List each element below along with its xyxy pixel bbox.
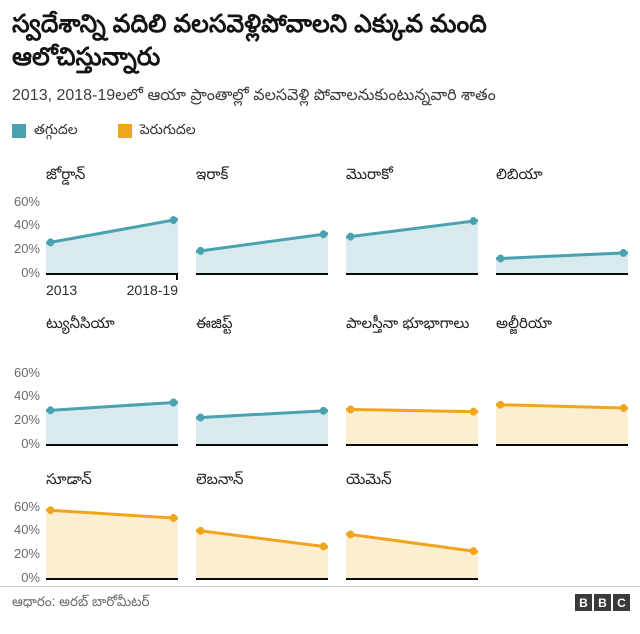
y-axis-tick: 40%: [13, 388, 40, 404]
trend-line-chart: [346, 405, 478, 445]
country-chart-cell: అల్జీరియా: [496, 314, 628, 447]
bbc-logo-block: B: [594, 594, 611, 612]
country-chart-cell: పాలస్తీనా భూభాగాలు: [346, 314, 478, 447]
y-axis-tick: 20%: [13, 241, 40, 257]
y-axis-tick: 60%: [13, 498, 40, 514]
footer-divider: [0, 586, 640, 588]
country-label: ట్యునీసియా: [46, 315, 115, 333]
legend-swatch-teal: [12, 124, 26, 139]
country-label: పాలస్తీనా భూభాగాలు: [346, 315, 470, 333]
legend-item-teal: తగ్గుదల: [12, 121, 78, 141]
country-chart-cell: లెబనాన్: [196, 470, 328, 581]
mini-chart: [346, 498, 478, 581]
source-text: ఆధారం: అరబ్ బారోమీటర్: [12, 594, 150, 610]
chart-title: స్వదేశాన్ని వదిలి వలసవెళ్లిపోవాలని ఎక్కు…: [12, 10, 487, 71]
legend-swatch-orange: [117, 124, 132, 139]
mini-chart: [46, 498, 178, 581]
y-axis-tick: 20%: [13, 546, 40, 562]
y-axis-tick: 60%: [13, 364, 40, 380]
x-axis-tick: 2013: [46, 282, 78, 299]
country-label: జోర్డాన్: [46, 166, 86, 184]
trend-line-chart: [196, 527, 328, 579]
country-label: అల్జీరియా: [496, 315, 552, 333]
small-multiples-grid: 60% 40% 20% 0% జోర్డాన్ 2013 2018-19 ఇరాక్ మొరా…: [12, 165, 628, 586]
country-label: యెమెన్: [346, 471, 392, 489]
mini-chart: [496, 364, 628, 447]
chart-subtitle: 2013, 2018-19లలో ఆయా ప్రాంతాల్లో వలసవెళ్…: [12, 87, 496, 104]
y-axis-tick: 40%: [13, 217, 40, 233]
x-axis-labels: 2013 2018-19: [46, 282, 178, 298]
y-axis-tick: 0%: [21, 436, 40, 452]
bbc-logo-block: B: [575, 594, 592, 612]
legend: తగ్గుదల పెరుగుదల: [12, 121, 628, 141]
y-axis-labels: 60% 40% 20% 0%: [12, 314, 46, 452]
country-chart-cell: యెమెన్: [346, 470, 478, 581]
country-label: సూడాన్: [46, 471, 92, 489]
country-label: ఈజిప్ట్: [196, 315, 233, 333]
chart-cells: జోర్డాన్ 2013 2018-19 ఇరాక్ మొరాకో లిబియా: [46, 165, 628, 298]
trend-line-chart: [496, 249, 628, 274]
infographic: స్వదేశాన్ని వదిలి వలసవెళ్లిపోవాలని ఎక్కు…: [12, 10, 628, 586]
legend-label-teal: తగ్గుదల: [34, 121, 78, 138]
country-label: ఇరాక్: [196, 166, 229, 184]
trend-line-chart: [196, 407, 328, 445]
country-chart-cell: లిబియా: [496, 165, 628, 298]
y-axis-tick: 0%: [21, 570, 40, 586]
mini-chart: [346, 193, 478, 276]
y-axis-labels: 60% 40% 20% 0%: [12, 470, 46, 586]
mini-chart: [346, 364, 478, 447]
country-chart-cell: ఈజిప్ట్: [196, 314, 328, 447]
chart-row-1: 60% 40% 20% 0% జోర్డాన్ 2013 2018-19 ఇరాక్ మొరా…: [12, 165, 628, 298]
mini-chart: [196, 364, 328, 447]
mini-chart: [196, 193, 328, 276]
country-chart-cell: ఇరాక్: [196, 165, 328, 298]
chart-row-3: 60% 40% 20% 0% సూడాన్ లెబనాన్ యెమెన్: [12, 470, 628, 586]
country-label: లెబనాన్: [196, 471, 244, 489]
mini-chart: [46, 193, 178, 281]
country-label: మొరాకో: [346, 166, 393, 184]
y-axis-tick: 60%: [13, 193, 40, 209]
trend-line-chart: [496, 400, 628, 445]
y-axis-labels: 60% 40% 20% 0%: [12, 165, 46, 298]
y-axis-tick: 0%: [21, 265, 40, 281]
trend-line-chart: [196, 230, 328, 274]
mini-chart: [496, 193, 628, 276]
country-label: లిబియా: [496, 166, 543, 184]
legend-label-orange: పెరుగుదల: [139, 121, 196, 138]
trend-line-chart: [46, 398, 178, 445]
country-chart-cell: ట్యునీసియా: [46, 314, 178, 447]
bbc-logo-block: C: [613, 594, 630, 612]
y-axis-tick: 20%: [13, 412, 40, 428]
country-chart-cell: జోర్డాన్ 2013 2018-19: [46, 165, 178, 298]
y-axis-tick: 40%: [13, 522, 40, 538]
trend-line-chart: [46, 506, 178, 579]
trend-line-chart: [346, 530, 478, 579]
trend-line-chart: [346, 217, 478, 274]
chart-cells: సూడాన్ లెబనాన్ యెమెన్: [46, 470, 628, 581]
chart-cells: ట్యునీసియా ఈజిప్ట్ పాలస్తీనా భూభాగాలు అల్జీ…: [46, 314, 628, 447]
trend-line-chart: [46, 216, 178, 274]
chart-row-2: 60% 40% 20% 0% ట్యునీసియా ఈజిప్ట్ పాలస్తీనా భ…: [12, 314, 628, 452]
mini-chart: [46, 364, 178, 447]
country-chart-cell: మొరాకో: [346, 165, 478, 298]
country-chart-cell: సూడాన్: [46, 470, 178, 581]
legend-item-orange: పెరుగుదల: [117, 121, 196, 141]
mini-chart: [196, 498, 328, 581]
x-axis-tick-mark: [176, 275, 178, 281]
x-axis-tick: 2018-19: [126, 282, 178, 299]
